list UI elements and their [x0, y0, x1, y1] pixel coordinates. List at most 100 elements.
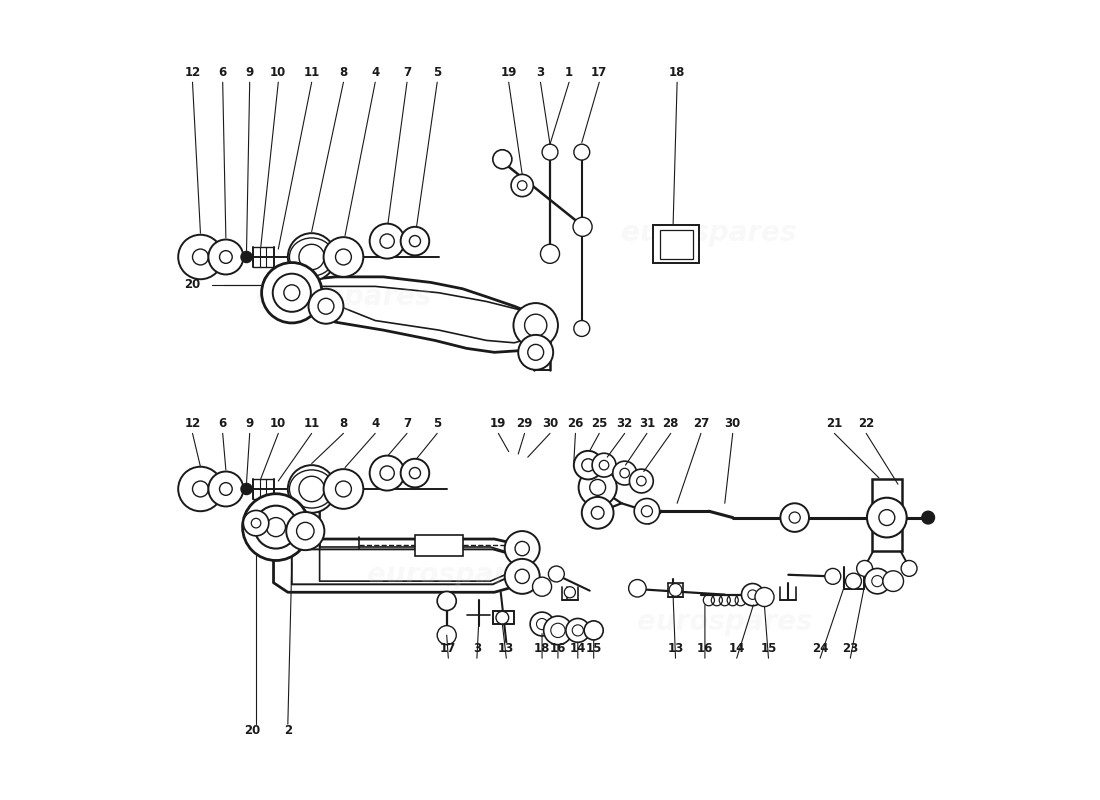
Bar [660, 230, 693, 258]
Circle shape [635, 498, 660, 524]
Circle shape [323, 237, 363, 277]
Circle shape [318, 298, 334, 314]
Text: 14: 14 [728, 642, 745, 655]
Circle shape [178, 234, 222, 279]
Circle shape [379, 466, 394, 480]
Text: 10: 10 [271, 66, 286, 79]
Circle shape [846, 573, 861, 589]
Circle shape [528, 344, 543, 360]
Circle shape [241, 251, 252, 262]
Circle shape [284, 285, 300, 301]
Text: 18: 18 [534, 642, 550, 655]
Circle shape [574, 321, 590, 337]
Circle shape [669, 583, 682, 596]
Text: 1: 1 [565, 66, 573, 79]
Text: 5: 5 [433, 66, 441, 79]
Circle shape [574, 451, 603, 479]
Circle shape [370, 456, 405, 490]
Text: 10: 10 [271, 417, 286, 430]
Text: 28: 28 [662, 417, 679, 430]
Bar [415, 535, 463, 556]
Circle shape [582, 458, 594, 471]
Circle shape [872, 575, 883, 586]
Text: 7: 7 [403, 417, 411, 430]
Circle shape [409, 235, 420, 246]
Circle shape [565, 618, 590, 642]
Circle shape [336, 481, 351, 497]
Circle shape [542, 144, 558, 160]
Circle shape [192, 249, 208, 265]
Text: 15: 15 [585, 642, 602, 655]
Text: 8: 8 [339, 66, 348, 79]
Circle shape [400, 227, 429, 255]
Text: 15: 15 [760, 642, 777, 655]
Circle shape [514, 303, 558, 347]
Circle shape [379, 234, 394, 248]
Text: 24: 24 [812, 642, 828, 655]
Circle shape [613, 461, 637, 485]
Circle shape [857, 561, 872, 576]
Text: 6: 6 [219, 66, 227, 79]
Text: 6: 6 [219, 417, 227, 430]
Text: 30: 30 [725, 417, 740, 430]
Text: 30: 30 [542, 417, 558, 430]
Circle shape [273, 274, 311, 312]
Text: 18: 18 [669, 66, 685, 79]
Circle shape [272, 280, 280, 290]
Text: 17: 17 [440, 642, 456, 655]
Text: 21: 21 [826, 417, 843, 430]
Text: 19: 19 [491, 417, 506, 430]
Circle shape [323, 469, 363, 509]
Circle shape [629, 469, 653, 493]
Circle shape [543, 616, 572, 645]
Circle shape [515, 542, 529, 556]
Circle shape [584, 621, 603, 640]
Text: 8: 8 [339, 417, 348, 430]
Text: 20: 20 [244, 724, 261, 737]
Circle shape [537, 618, 548, 630]
Text: 11: 11 [304, 66, 320, 79]
Circle shape [251, 518, 261, 528]
Circle shape [208, 239, 243, 274]
Text: 32: 32 [617, 417, 632, 430]
Circle shape [600, 460, 608, 470]
Circle shape [254, 506, 297, 549]
Circle shape [220, 482, 232, 495]
Text: 31: 31 [639, 417, 654, 430]
Text: 7: 7 [403, 66, 411, 79]
Text: 20: 20 [184, 278, 200, 291]
Text: 5: 5 [433, 417, 441, 430]
Circle shape [400, 458, 429, 487]
Text: 26: 26 [568, 417, 584, 430]
Text: 16: 16 [696, 642, 713, 655]
Circle shape [288, 465, 336, 513]
Circle shape [748, 590, 757, 599]
Circle shape [574, 144, 590, 160]
Circle shape [505, 559, 540, 594]
Text: 19: 19 [500, 66, 517, 79]
Circle shape [220, 250, 232, 263]
Text: 3: 3 [537, 66, 544, 79]
Text: 16: 16 [550, 642, 566, 655]
Circle shape [922, 511, 935, 524]
Text: 4: 4 [371, 66, 380, 79]
Circle shape [409, 467, 420, 478]
Circle shape [582, 497, 614, 529]
Circle shape [208, 471, 243, 506]
Circle shape [336, 249, 351, 265]
Circle shape [178, 466, 222, 511]
Circle shape [592, 454, 616, 477]
Circle shape [572, 625, 583, 636]
Circle shape [549, 566, 564, 582]
Text: 9: 9 [245, 66, 254, 79]
Circle shape [879, 510, 894, 526]
Circle shape [573, 218, 592, 236]
Circle shape [540, 244, 560, 263]
Text: 12: 12 [185, 417, 200, 430]
Circle shape [266, 518, 286, 537]
Circle shape [629, 579, 646, 597]
Circle shape [243, 510, 268, 536]
Circle shape [505, 531, 540, 566]
Circle shape [865, 569, 890, 594]
Circle shape [525, 314, 547, 337]
